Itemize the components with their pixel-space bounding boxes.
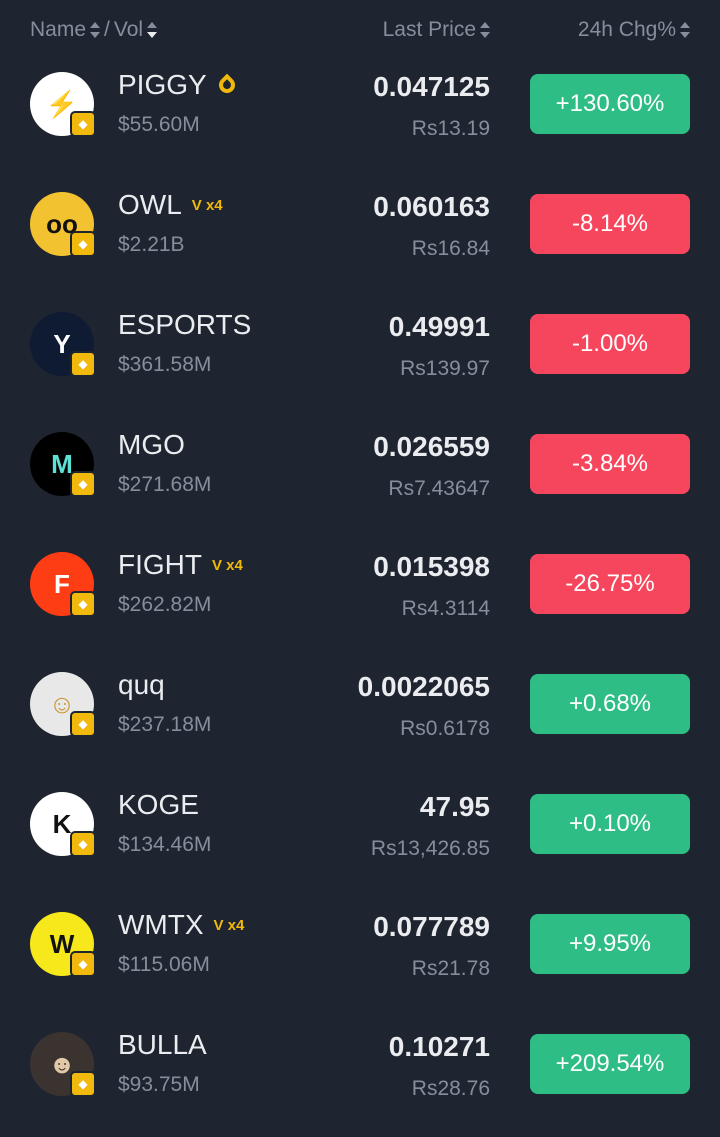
token-volume: $262.82M [118,593,212,616]
bnb-chain-icon: ◆ [70,711,96,737]
last-price: 0.10271 [388,1031,490,1062]
fiat-price: Rs13,426.85 [370,837,490,860]
name-vol-header: Name / Vol [30,14,158,46]
token-volume: $134.46M [118,833,212,856]
last-price: 0.047125 [373,71,490,102]
token-symbol: OWL [118,189,182,220]
fiat-price: Rs0.6178 [400,717,490,740]
fiat-price: Rs21.78 [411,957,490,980]
market-row[interactable]: ☺ ◆ quq $237.18M 0.0022065 Rs0.6178 +0.68% [0,655,720,775]
last-price-label: Last Price [382,18,476,41]
last-price: 47.95 [419,791,490,822]
bnb-chain-icon: ◆ [70,1071,96,1097]
change-badge[interactable]: +9.95% [530,914,690,974]
last-price: 0.015398 [373,551,490,582]
token-symbol: MGO [118,429,185,460]
token-volume: $237.18M [118,713,212,736]
token-symbol: quq [118,669,165,700]
last-price-header[interactable]: Last Price [383,14,490,46]
change-badge[interactable]: -26.75% [530,554,690,614]
sort-name[interactable]: Name [30,18,87,41]
change-badge[interactable]: -8.14% [530,194,690,254]
last-price: 0.49991 [388,311,490,342]
change-header[interactable]: 24h Chg% [578,14,690,46]
token-volume: $115.06M [118,953,210,976]
token-symbol: KOGE [118,789,199,820]
fiat-price: Rs4.3114 [401,597,490,620]
bnb-chain-icon: ◆ [70,471,96,497]
bnb-chain-icon: ◆ [70,951,96,977]
last-price: 0.0022065 [357,671,490,702]
leverage-tag: V x4 [191,196,223,214]
bnb-chain-icon: ◆ [70,231,96,257]
sort-icon[interactable] [90,21,101,39]
change-badge[interactable]: -3.84% [530,434,690,494]
change-badge[interactable]: +0.10% [530,794,690,854]
change-badge[interactable]: +0.68% [530,674,690,734]
sort-desc-icon[interactable] [147,21,158,39]
change-label: 24h Chg% [577,18,676,41]
token-volume: $93.75M [118,1073,200,1096]
token-symbol: FIGHT [118,549,202,580]
change-badge[interactable]: -1.00% [530,314,690,374]
token-volume: $2.21B [118,233,185,256]
token-symbol: ESPORTS [118,309,252,340]
bnb-chain-icon: ◆ [70,831,96,857]
token-volume: $271.68M [118,473,212,496]
header-separator: / [104,18,110,41]
last-price: 0.026559 [373,431,490,462]
fiat-price: Rs139.97 [400,357,490,380]
fiat-price: Rs13.19 [411,117,490,140]
token-volume: $361.58M [118,353,212,376]
last-price: 0.077789 [373,911,490,942]
market-row[interactable]: ⚡ ◆ PIGGY $55.60M 0.047125 Rs13.19 +130.60% [0,55,720,175]
change-badge[interactable]: +209.54% [530,1034,690,1094]
token-symbol: WMTX [118,909,204,940]
fiat-price: Rs16.84 [411,237,490,260]
market-row[interactable]: oo ◆ OWL V x4 $2.21B 0.060163 Rs16.84 -8.14% [0,175,720,295]
bnb-chain-icon: ◆ [70,351,96,377]
market-row[interactable]: ☻ ◆ BULLA $93.75M 0.10271 Rs28.76 +209.54% [0,1015,720,1135]
sort-vol[interactable]: Vol [113,18,144,41]
bnb-chain-icon: ◆ [70,111,96,137]
sort-icon[interactable] [480,21,490,39]
change-badge[interactable]: +130.60% [530,74,690,134]
fiat-price: Rs7.43647 [388,477,490,500]
market-row[interactable]: F ◆ FIGHT V x4 $262.82M 0.015398 Rs4.3114 -26.7… [0,535,720,655]
market-row[interactable]: M ◆ MGO $271.68M 0.026559 Rs7.43647 -3.84% [0,415,720,535]
sort-icon[interactable] [680,21,690,39]
market-row[interactable]: W ◆ WMTX V x4 $115.06M 0.077789 Rs21.78 +9.95% [0,895,720,1015]
token-symbol: BULLA [118,1029,207,1060]
leverage-tag: V x4 [212,556,243,574]
bnb-chain-icon: ◆ [70,591,96,617]
token-volume: $55.60M [118,113,200,136]
market-row[interactable]: K ◆ KOGE $134.46M 47.95 Rs13,426.85 +0.10% [0,775,720,895]
drop-icon [215,73,239,97]
last-price: 0.060163 [373,191,490,222]
leverage-tag: V x4 [213,916,245,934]
token-logo: ⚡ [30,72,94,136]
market-row[interactable]: Y ◆ ESPORTS $361.58M 0.49991 Rs139.97 -1.00% [0,295,720,415]
token-symbol: PIGGY [118,69,207,100]
fiat-price: Rs28.76 [411,1077,490,1100]
